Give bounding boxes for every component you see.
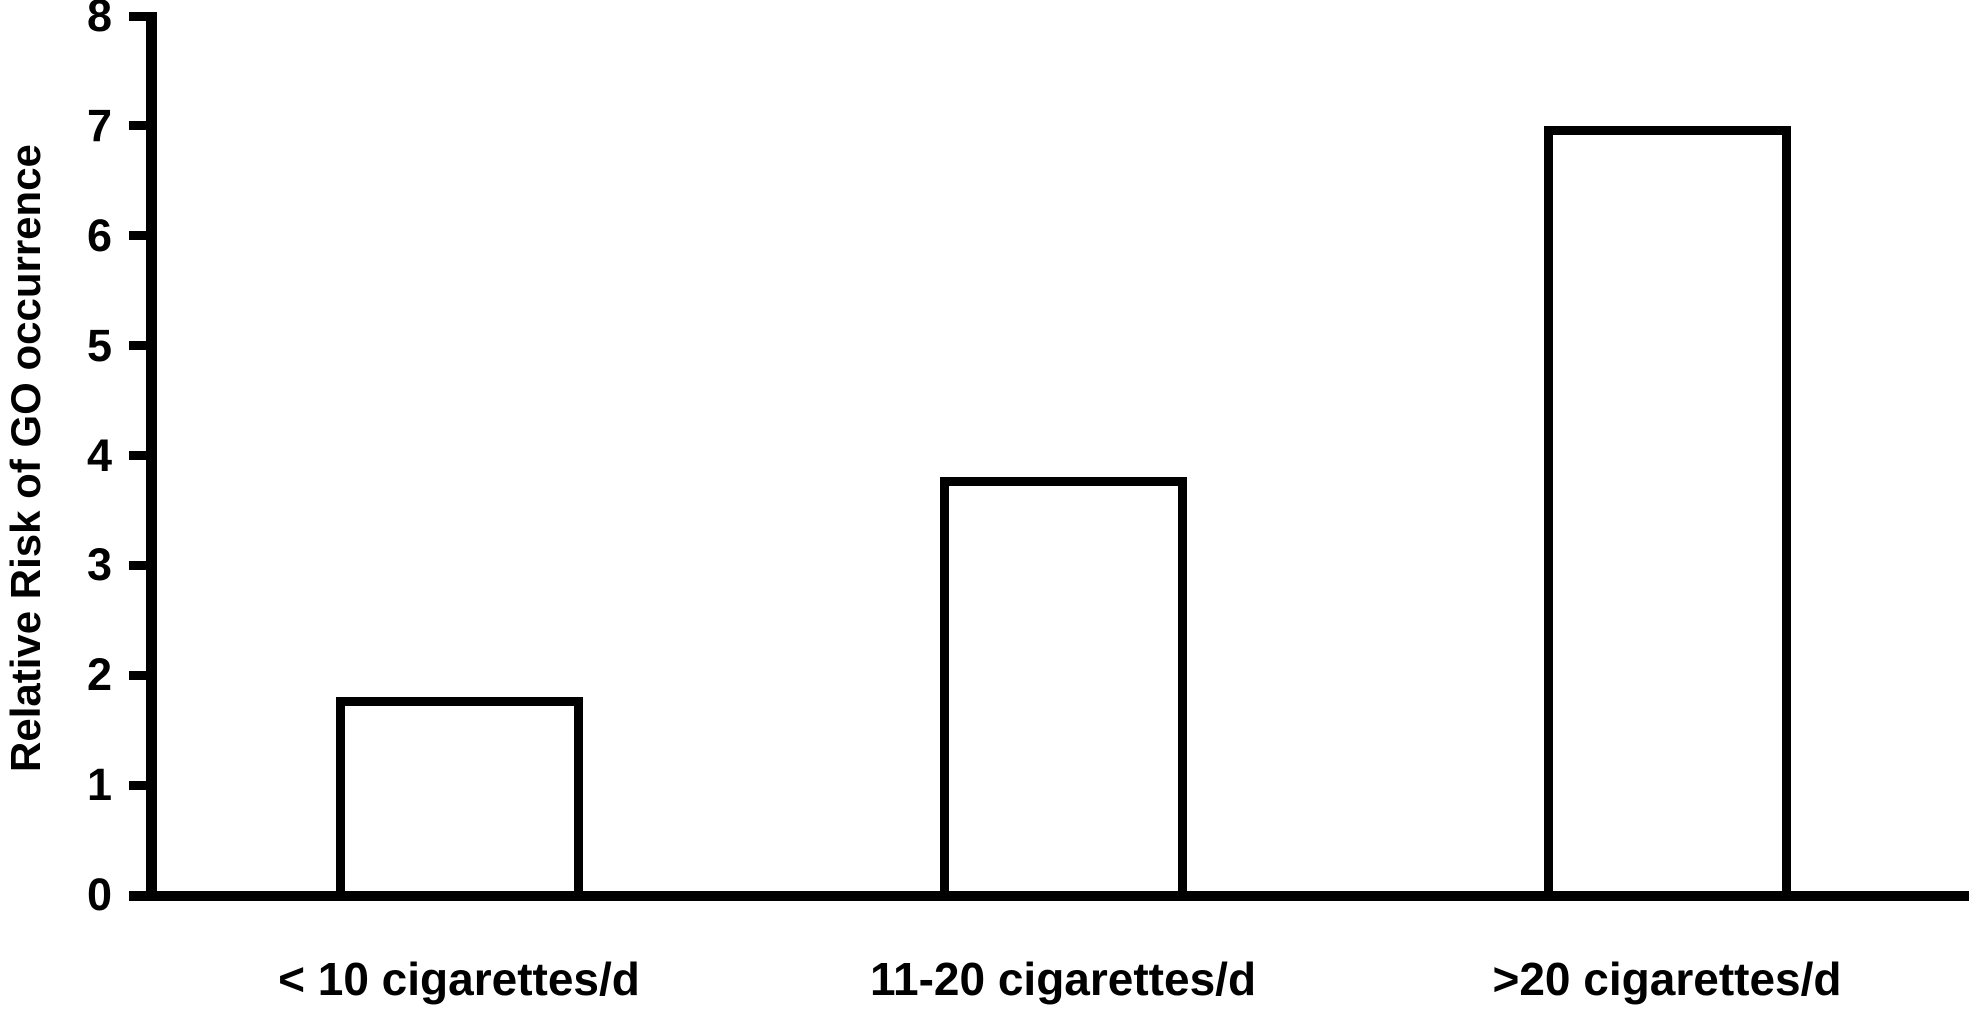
y-tick-mark <box>129 781 146 790</box>
y-tick-label: 8 <box>86 0 112 41</box>
y-tick-label: 4 <box>86 430 112 481</box>
y-tick-mark <box>129 12 146 21</box>
y-tick-label: 5 <box>86 320 112 371</box>
y-tick-label: 2 <box>86 649 112 700</box>
bar <box>336 697 583 891</box>
y-tick-mark <box>129 671 146 680</box>
y-tick-label: 1 <box>86 759 112 810</box>
x-category-label: >20 cigarettes/d <box>1492 953 1842 1005</box>
y-tick-mark <box>129 341 146 350</box>
bar <box>1544 126 1791 891</box>
x-category-label: 11-20 cigarettes/d <box>869 953 1257 1005</box>
x-category-label: < 10 cigarettes/d <box>278 953 640 1005</box>
y-tick-label: 6 <box>86 210 112 261</box>
y-axis-line <box>146 12 157 901</box>
y-tick-mark <box>129 561 146 570</box>
y-tick-label: 0 <box>86 869 112 920</box>
y-tick-mark <box>129 231 146 240</box>
y-tick-mark <box>129 891 146 900</box>
y-tick-mark <box>129 451 146 460</box>
bar <box>940 477 1187 891</box>
x-axis-line <box>129 891 1969 901</box>
y-tick-label: 3 <box>86 539 112 590</box>
y-tick-label: 7 <box>86 100 112 151</box>
y-tick-mark <box>129 121 146 130</box>
